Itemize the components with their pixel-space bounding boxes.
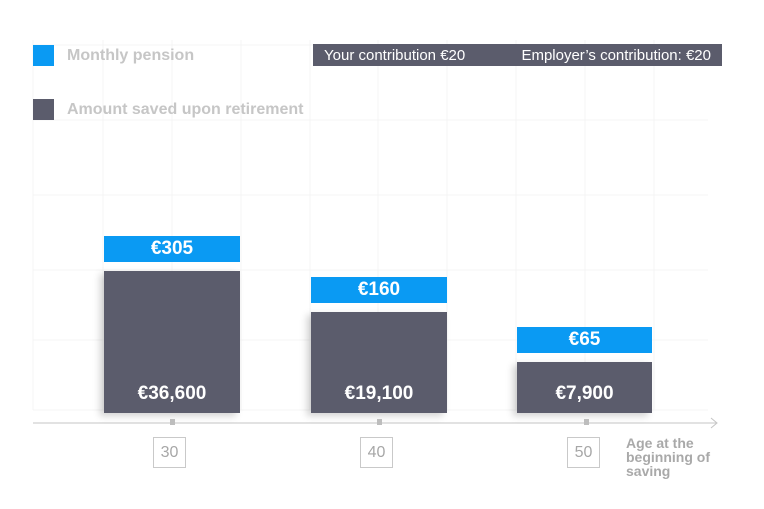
pension-bar: €65 (517, 327, 652, 353)
employer-contribution-label: Employer’s contribution: €20 (521, 46, 711, 64)
savings-bar: €19,100 (311, 312, 447, 413)
x-tick (377, 419, 382, 425)
x-tick-label: 40 (360, 437, 393, 468)
savings-value-label: €36,600 (137, 383, 207, 404)
savings-bar: €36,600 (104, 271, 240, 413)
x-tick-label: 50 (567, 437, 600, 468)
legend-amount-saved: Amount saved upon retirement (33, 99, 303, 120)
pension-value-label: €160 (357, 279, 401, 300)
savings-bar: €7,900 (517, 362, 652, 413)
x-tick-label-text: 30 (160, 443, 179, 461)
x-tick-label-text: 50 (574, 443, 593, 461)
x-axis-label: Age at the beginning of saving (626, 435, 710, 479)
pension-bar: €305 (104, 236, 240, 262)
legend-monthly-pension: Monthly pension (33, 45, 194, 66)
legend-swatch-amount-saved (33, 99, 54, 120)
pension-value-label: €305 (150, 238, 194, 259)
x-tick (584, 419, 589, 425)
x-tick (170, 419, 175, 425)
savings-value-label: €19,100 (344, 383, 414, 404)
x-tick-label: 30 (153, 437, 186, 468)
legend-label-amount-saved: Amount saved upon retirement (67, 100, 304, 118)
x-axis-arrow (710, 417, 718, 429)
savings-value-label: €7,900 (555, 383, 614, 404)
x-tick-label-text: 40 (367, 443, 386, 461)
contribution-banner: Your contribution €20 Employer’s contrib… (313, 44, 722, 66)
pension-value-label: €65 (568, 329, 601, 350)
your-contribution-label: Your contribution €20 (324, 46, 466, 64)
pension-bar: €160 (311, 277, 447, 303)
legend-label-monthly-pension: Monthly pension (67, 46, 195, 64)
legend-swatch-monthly-pension (33, 45, 54, 66)
